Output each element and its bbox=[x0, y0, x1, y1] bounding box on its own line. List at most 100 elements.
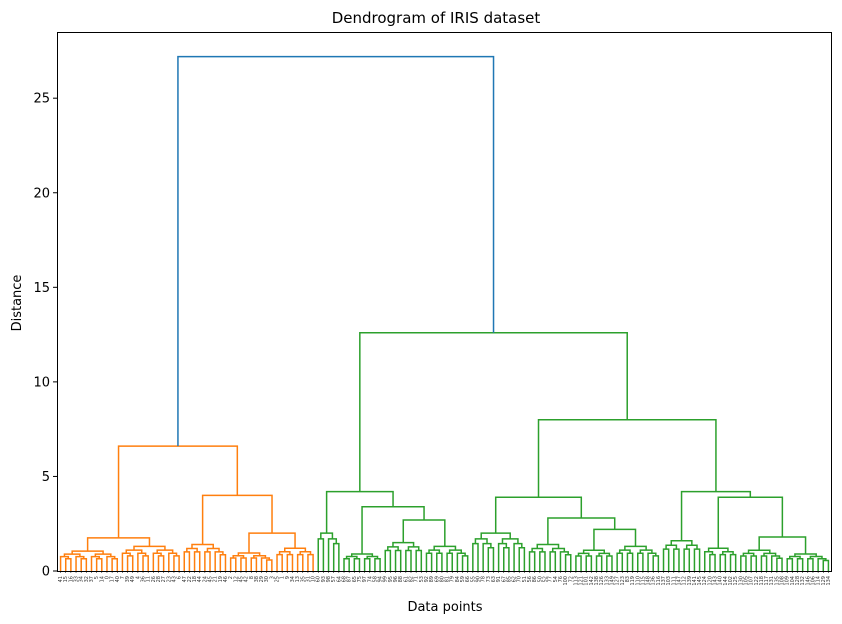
leaf-label-72: 89 bbox=[429, 576, 435, 582]
dendrogram-link-24 bbox=[193, 551, 201, 571]
leaf-label-118: 103 bbox=[666, 576, 672, 586]
leaf-label-41: 3 bbox=[269, 576, 275, 579]
leaf-label-119: 111 bbox=[671, 576, 677, 586]
leaf-label-98: 100 bbox=[563, 576, 569, 586]
leaf-label-52: 98 bbox=[326, 576, 332, 582]
leaf-label-65: 96 bbox=[393, 576, 399, 582]
dendrogram-link-63 bbox=[405, 549, 412, 571]
leaf-label-26: 18 bbox=[192, 576, 198, 582]
dendrogram-link-147 bbox=[359, 331, 628, 492]
leaf-label-38: 38 bbox=[254, 576, 260, 582]
leaf-label-125: 124 bbox=[702, 576, 708, 586]
leaf-label-111: 119 bbox=[630, 576, 636, 586]
dendrogram-link-5 bbox=[95, 558, 103, 571]
leaf-label-47: 35 bbox=[300, 576, 306, 582]
leaf-label-15: 4 bbox=[135, 576, 141, 579]
leaf-label-57: 65 bbox=[352, 576, 358, 582]
leaf-label-2: 16 bbox=[68, 576, 74, 582]
dendrogram-link-7 bbox=[111, 558, 119, 571]
leaf-label-14: 49 bbox=[130, 576, 136, 582]
dendrogram-link-31 bbox=[229, 557, 237, 571]
dendrogram-link-16 bbox=[157, 555, 165, 571]
dendrogram-link-40 bbox=[286, 553, 294, 571]
leaf-label-129: 144 bbox=[723, 576, 729, 586]
leaf-label-142: 104 bbox=[790, 576, 796, 586]
dendrogram-link-35 bbox=[265, 559, 273, 571]
leaf-label-97: 76 bbox=[558, 576, 564, 582]
dendrogram-link-78 bbox=[472, 542, 479, 571]
leaf-label-70: 53 bbox=[419, 576, 425, 582]
leaf-label-50: 60 bbox=[316, 576, 322, 582]
leaf-label-9: 0 bbox=[104, 576, 110, 579]
leaf-label-126: 120 bbox=[707, 576, 713, 586]
dendrogram-link-52 bbox=[320, 532, 334, 539]
dendrogram-link-49 bbox=[317, 538, 325, 571]
leaf-label-58: 75 bbox=[357, 576, 363, 582]
leaf-label-13: 39 bbox=[125, 576, 131, 582]
dendrogram-link-117 bbox=[683, 548, 691, 571]
leaf-label-24: 47 bbox=[182, 576, 188, 582]
dendrogram-link-148 bbox=[177, 55, 495, 447]
leaf-label-46: 13 bbox=[295, 576, 301, 582]
dendrogram-link-92 bbox=[564, 553, 572, 571]
leaf-label-103: 142 bbox=[589, 576, 595, 586]
leaf-label-84: 63 bbox=[491, 576, 497, 582]
dendrogram-link-71 bbox=[461, 555, 469, 571]
leaf-label-130: 102 bbox=[728, 576, 734, 586]
dendrogram-link-99 bbox=[595, 555, 603, 571]
dendrogram-link-57 bbox=[374, 557, 381, 571]
leaf-label-69: 71 bbox=[414, 576, 420, 582]
leaf-label-94: 52 bbox=[542, 576, 548, 582]
dendrogram-link-23 bbox=[183, 551, 191, 571]
leaf-label-149: 134 bbox=[826, 576, 832, 586]
leaf-label-101: 121 bbox=[579, 576, 585, 586]
leaf-label-136: 118 bbox=[759, 576, 765, 586]
dendrogram-link-47 bbox=[201, 494, 273, 545]
leaf-label-55: 68 bbox=[342, 576, 348, 582]
leaf-label-43: 1 bbox=[280, 576, 286, 579]
leaf-label-104: 138 bbox=[594, 576, 600, 586]
leaf-label-1: 15 bbox=[63, 576, 69, 582]
dendrogram-link-114 bbox=[662, 548, 670, 571]
leaf-label-109: 123 bbox=[620, 576, 626, 586]
dendrogram-link-64 bbox=[415, 549, 423, 571]
dendrogram-link-46 bbox=[248, 532, 296, 554]
leaf-label-123: 141 bbox=[692, 576, 698, 586]
leaf-label-67: 61 bbox=[403, 576, 409, 582]
leaf-label-16: 36 bbox=[141, 576, 147, 582]
leaf-label-85: 91 bbox=[496, 576, 502, 582]
leaf-label-19: 28 bbox=[156, 576, 162, 582]
leaf-label-139: 135 bbox=[774, 576, 780, 586]
leaf-label-137: 117 bbox=[764, 576, 770, 586]
leaf-label-148: 129 bbox=[821, 576, 827, 586]
chart-title: Dendrogram of IRIS dataset bbox=[332, 9, 541, 27]
dendrogram-link-130 bbox=[760, 555, 768, 571]
leaf-label-20: 27 bbox=[161, 576, 167, 582]
dendrogram-link-82 bbox=[503, 547, 510, 571]
leaf-label-34: 12 bbox=[233, 576, 239, 582]
dendrogram-link-124 bbox=[729, 553, 737, 571]
leaf-label-95: 77 bbox=[548, 576, 554, 582]
leaf-label-99: 72 bbox=[568, 576, 574, 582]
dendrogram-link-144 bbox=[717, 496, 784, 549]
dendrogram-link-54 bbox=[353, 557, 361, 571]
leaf-label-10: 17 bbox=[110, 576, 116, 582]
leaf-label-124: 145 bbox=[697, 576, 703, 586]
dendrogram-link-87 bbox=[480, 532, 511, 539]
leaf-label-147: 114 bbox=[816, 576, 822, 586]
x-axis-label: Data points bbox=[407, 600, 482, 615]
leaf-label-3: 33 bbox=[74, 576, 80, 582]
leaf-label-68: 82 bbox=[409, 576, 415, 582]
leaf-label-91: 56 bbox=[527, 576, 533, 582]
dendrogram-link-11 bbox=[126, 555, 134, 571]
leaf-label-45: 34 bbox=[290, 576, 296, 582]
leaf-label-81: 90 bbox=[476, 576, 482, 582]
dendrogram-link-32 bbox=[240, 557, 247, 571]
dendrogram-link-91 bbox=[549, 551, 557, 571]
y-tick-label-2: 10 bbox=[33, 375, 50, 390]
leaf-label-12: 7 bbox=[120, 576, 126, 579]
y-tick-label-4: 20 bbox=[33, 186, 50, 201]
dendrogram-link-115 bbox=[673, 548, 680, 571]
leaf-label-56: 87 bbox=[347, 576, 353, 582]
